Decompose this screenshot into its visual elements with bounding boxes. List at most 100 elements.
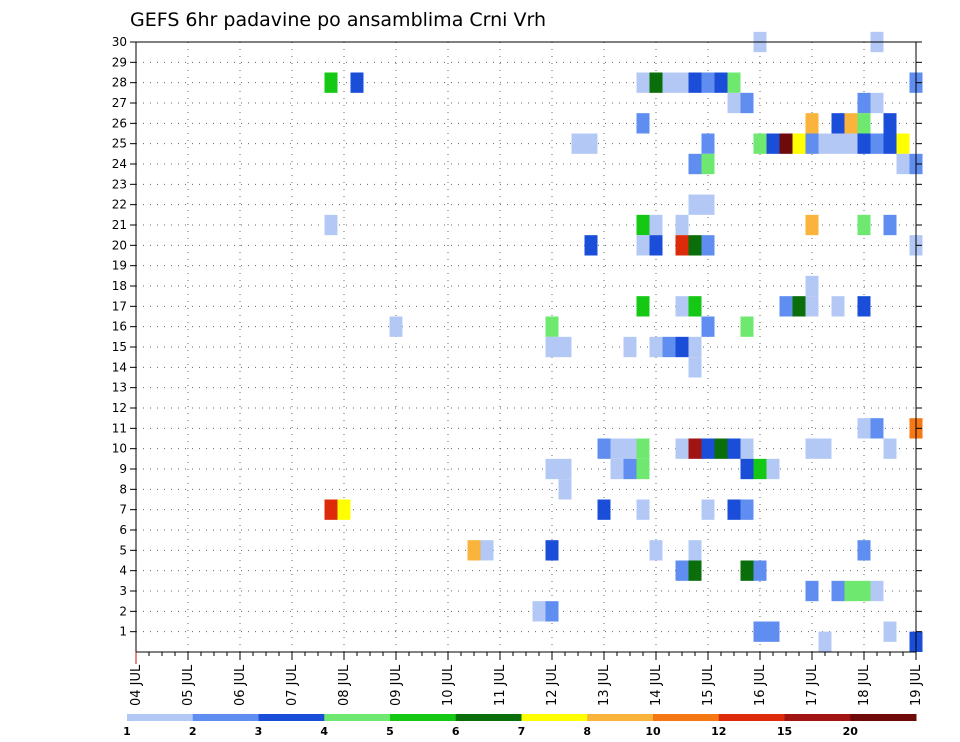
precip-cell: [727, 499, 741, 520]
precip-cell: [480, 540, 494, 561]
precip-cell: [636, 296, 650, 317]
precip-cell: [675, 214, 689, 236]
precip-cell: [610, 438, 624, 459]
precip-cell: [688, 336, 702, 358]
precip-cell: [857, 133, 871, 154]
precip-cell: [870, 133, 884, 154]
precip-cell: [883, 133, 897, 154]
precip-cell: [675, 438, 689, 459]
precip-cell: [857, 214, 871, 236]
precip-cell: [753, 458, 767, 480]
precip-cell: [870, 418, 884, 439]
precip-cell: [740, 458, 754, 480]
precip-cell: [805, 275, 819, 297]
y-tick-label: 22: [112, 198, 127, 212]
precip-cell: [675, 336, 689, 358]
y-tick-label: 4: [119, 564, 127, 578]
precipitation-cells: [324, 31, 923, 652]
precip-cell: [636, 72, 650, 93]
precip-cell: [597, 438, 611, 459]
y-axis-ticks: 1234567891011121314151617181920212223242…: [112, 35, 922, 639]
y-tick-label: 9: [119, 462, 127, 476]
precip-cell: [662, 72, 676, 93]
x-tick-label: 04 JUL: [129, 664, 144, 706]
precip-cell: [701, 438, 715, 459]
colorbar: 1 2 3 4 5 6 7 8 10 12 15 20: [123, 714, 917, 738]
precip-cell: [675, 235, 689, 256]
y-tick-label: 17: [112, 299, 127, 313]
colorbar-swatch: [653, 714, 720, 721]
y-tick-label: 2: [119, 604, 127, 618]
precip-cell: [818, 438, 832, 459]
precip-cell: [753, 133, 767, 154]
precip-cell: [688, 540, 702, 561]
precip-cell: [636, 113, 650, 134]
precip-cell: [805, 113, 819, 134]
precip-cell: [571, 133, 585, 154]
precip-cell: [701, 194, 715, 215]
precip-cell: [688, 72, 702, 93]
precip-cell: [688, 357, 702, 378]
precip-cell: [779, 133, 793, 154]
y-tick-label: 15: [112, 340, 127, 354]
colorbar-swatch: [324, 714, 391, 721]
precip-cell: [584, 235, 598, 256]
precip-cell: [714, 438, 728, 459]
precip-cell: [701, 235, 715, 256]
y-tick-label: 10: [112, 442, 127, 456]
precip-cell: [649, 214, 663, 236]
colorbar-label: 8: [583, 725, 591, 738]
y-tick-label: 7: [119, 503, 127, 517]
precip-cell: [623, 336, 637, 358]
x-tick-label: 14 JUL: [649, 664, 664, 706]
precip-cell: [467, 540, 481, 561]
precip-cell: [545, 601, 559, 622]
precip-cell: [636, 499, 650, 520]
precip-cell: [844, 113, 858, 134]
y-tick-label: 1: [119, 625, 127, 639]
colorbar-label: 10: [645, 725, 661, 738]
precip-cell: [688, 153, 702, 175]
precip-cell: [896, 153, 910, 175]
colorbar-label: 4: [320, 725, 328, 738]
y-tick-label: 18: [112, 279, 127, 293]
y-tick-label: 30: [112, 35, 127, 49]
precip-cell: [870, 92, 884, 114]
precip-cell: [883, 214, 897, 236]
precip-cell: [558, 479, 572, 500]
precip-cell: [818, 631, 832, 652]
precip-cell: [636, 438, 650, 459]
colorbar-label: 2: [189, 725, 197, 738]
y-tick-label: 21: [112, 218, 127, 232]
precip-cell: [766, 133, 780, 154]
precip-cell: [779, 296, 793, 317]
precip-cell: [831, 580, 845, 602]
precip-cell: [545, 458, 559, 480]
precip-cell: [701, 72, 715, 93]
y-tick-label: 8: [119, 482, 127, 496]
y-tick-label: 6: [119, 523, 127, 537]
precip-cell: [792, 296, 806, 317]
colorbar-swatch: [258, 714, 325, 721]
colorbar-label: 7: [518, 725, 526, 738]
y-tick-label: 11: [112, 421, 127, 435]
x-tick-label: 16 JUL: [753, 664, 768, 706]
y-tick-label: 5: [119, 543, 127, 557]
precip-cell: [324, 72, 338, 93]
precip-cell: [532, 601, 546, 622]
x-tick-label: 13 JUL: [597, 664, 612, 706]
y-tick-label: 25: [112, 137, 127, 151]
precip-cell: [740, 438, 754, 459]
x-tick-label: 15 JUL: [701, 664, 716, 706]
precip-cell: [688, 235, 702, 256]
colorbar-label: 20: [843, 725, 859, 738]
y-tick-label: 19: [112, 259, 127, 273]
precip-cell: [753, 621, 767, 642]
precip-cell: [857, 296, 871, 317]
y-tick-label: 14: [112, 360, 127, 374]
precip-cell: [558, 336, 572, 358]
colorbar-label: 6: [452, 725, 460, 738]
precip-cell: [675, 296, 689, 317]
precip-cell: [636, 214, 650, 236]
